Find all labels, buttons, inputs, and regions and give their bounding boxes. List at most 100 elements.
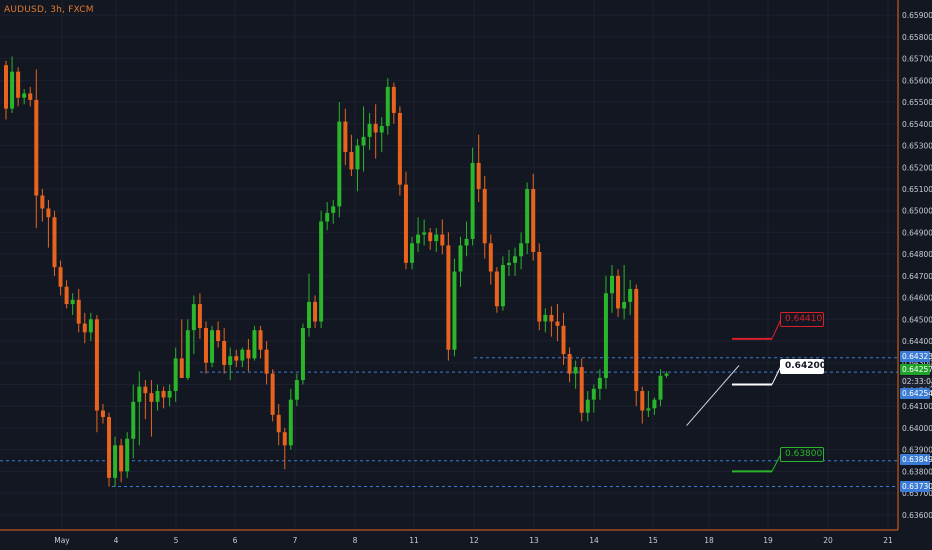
candle-body — [28, 93, 33, 100]
price-tag-4: 0.63849 — [900, 454, 932, 465]
candle-body — [88, 319, 93, 333]
candle-body — [119, 445, 124, 472]
candle-body — [137, 386, 142, 402]
candle-body — [476, 162, 481, 189]
annotation-connector — [771, 365, 782, 385]
candle-body — [107, 417, 112, 478]
candle-body — [482, 188, 487, 244]
candle-body — [434, 234, 439, 242]
candle-body — [452, 271, 457, 350]
candle-body — [422, 232, 427, 235]
candle-body — [161, 390, 166, 398]
candle-body — [658, 375, 663, 400]
x-tick-label: 15 — [648, 536, 658, 545]
candle-body — [282, 432, 287, 446]
candle-body — [300, 327, 305, 381]
price-tag-2: 02:33:07 — [900, 376, 932, 387]
candle-body — [307, 301, 311, 328]
candle-body — [343, 121, 348, 153]
y-tick-label: 0.64500 — [902, 315, 932, 324]
candle-body — [94, 319, 99, 411]
candle-body — [446, 245, 451, 350]
candle-body — [131, 401, 136, 439]
candle-body — [506, 262, 511, 265]
candle-body — [22, 93, 27, 98]
candle-body — [185, 330, 190, 378]
annotation-green-level[interactable]: 0.63800 — [780, 447, 824, 462]
candle-body — [222, 341, 227, 365]
candle-body — [319, 221, 324, 322]
candle-body — [258, 330, 263, 350]
candle-body — [494, 271, 499, 307]
candles — [4, 56, 669, 487]
annotation-red-level[interactable]: 0.64410 — [780, 312, 824, 327]
y-tick-label: 0.63600 — [902, 511, 932, 520]
candle-body — [397, 112, 402, 185]
y-tick-label: 0.65700 — [902, 55, 932, 64]
candle-body — [561, 325, 566, 355]
candle-body — [549, 314, 554, 322]
candle-body — [525, 188, 530, 244]
candle-body — [52, 217, 57, 268]
candle-body — [349, 152, 354, 170]
price-tag-5: 0.63730 — [900, 481, 932, 492]
x-tick-label: 5 — [174, 536, 179, 545]
y-tick-label: 0.64000 — [902, 424, 932, 433]
candle-body — [555, 321, 560, 326]
candle-body — [464, 238, 469, 246]
candle-body — [16, 71, 21, 98]
price-tag-3: 0.64254 — [900, 388, 932, 399]
candle-body — [125, 438, 130, 472]
y-tick-label: 0.64300 — [902, 359, 932, 368]
annotation-connector — [771, 318, 782, 340]
candle-body — [288, 399, 293, 446]
candle-body — [210, 330, 215, 363]
candle-body — [4, 65, 8, 109]
candle-body — [488, 243, 493, 272]
candle-body — [64, 286, 69, 305]
y-tick-label: 0.65800 — [902, 33, 932, 42]
price-tag-1: 0.64257 — [900, 364, 932, 375]
candle-body — [58, 267, 63, 287]
candle-body — [640, 390, 645, 411]
candle-body — [573, 367, 578, 374]
candle-body — [355, 145, 360, 170]
y-tick-label: 0.65100 — [902, 185, 932, 194]
candle-body — [252, 330, 257, 359]
candle-body — [143, 386, 148, 394]
candle-body — [313, 301, 318, 322]
candle-body — [46, 208, 51, 218]
candle-body — [531, 188, 536, 252]
candle-body — [173, 358, 178, 391]
horizontal-levels — [0, 357, 898, 488]
candle-body — [391, 86, 396, 113]
x-tick-label: May — [54, 536, 70, 545]
candle-body — [458, 245, 463, 272]
candle-body — [616, 275, 621, 309]
symbol-title: AUDUSD, 3h, FXCM — [4, 5, 94, 15]
candle-body — [10, 71, 15, 109]
candle-body — [379, 125, 384, 133]
x-tick-label: 6 — [233, 536, 238, 545]
candle-body — [634, 288, 639, 391]
candle-body — [373, 123, 378, 133]
candle-body — [270, 373, 275, 415]
y-tick-label: 0.63800 — [902, 467, 932, 476]
candle-body — [276, 414, 281, 433]
x-tick-label: 18 — [704, 536, 714, 545]
y-tick-label: 0.64600 — [902, 294, 932, 303]
y-tick-label: 0.64400 — [902, 337, 932, 346]
candle-body — [331, 206, 336, 213]
candle-body — [519, 243, 524, 257]
candle-body — [149, 393, 154, 402]
x-tick-label: 13 — [529, 536, 539, 545]
candle-body — [191, 304, 196, 331]
y-tick-label: 0.64900 — [902, 228, 932, 237]
x-tick-label: 8 — [353, 536, 358, 545]
candle-body — [246, 349, 251, 359]
annotation-white-level[interactable]: 0.64200 — [780, 359, 826, 374]
y-tick-label: 0.65900 — [902, 11, 932, 20]
